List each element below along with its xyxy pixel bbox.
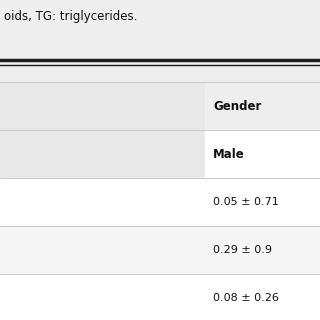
Bar [205, 226, 320, 274]
Text: 0.29 ± 0.9: 0.29 ± 0.9 [213, 245, 272, 255]
Text: Male: Male [213, 148, 245, 161]
Bar [205, 274, 320, 320]
Bar [0, 130, 205, 178]
Text: Gender: Gender [213, 100, 261, 113]
Bar [0, 274, 205, 320]
Bar [205, 82, 320, 130]
Bar [0, 178, 205, 226]
Text: 0.05 ± 0.71: 0.05 ± 0.71 [213, 197, 279, 207]
Text: 0.08 ± 0.26: 0.08 ± 0.26 [213, 293, 279, 303]
Bar [205, 178, 320, 226]
Bar [0, 226, 205, 274]
Text: oids, TG: triglycerides.: oids, TG: triglycerides. [4, 10, 137, 23]
Bar [0, 82, 205, 130]
Bar [205, 130, 320, 178]
